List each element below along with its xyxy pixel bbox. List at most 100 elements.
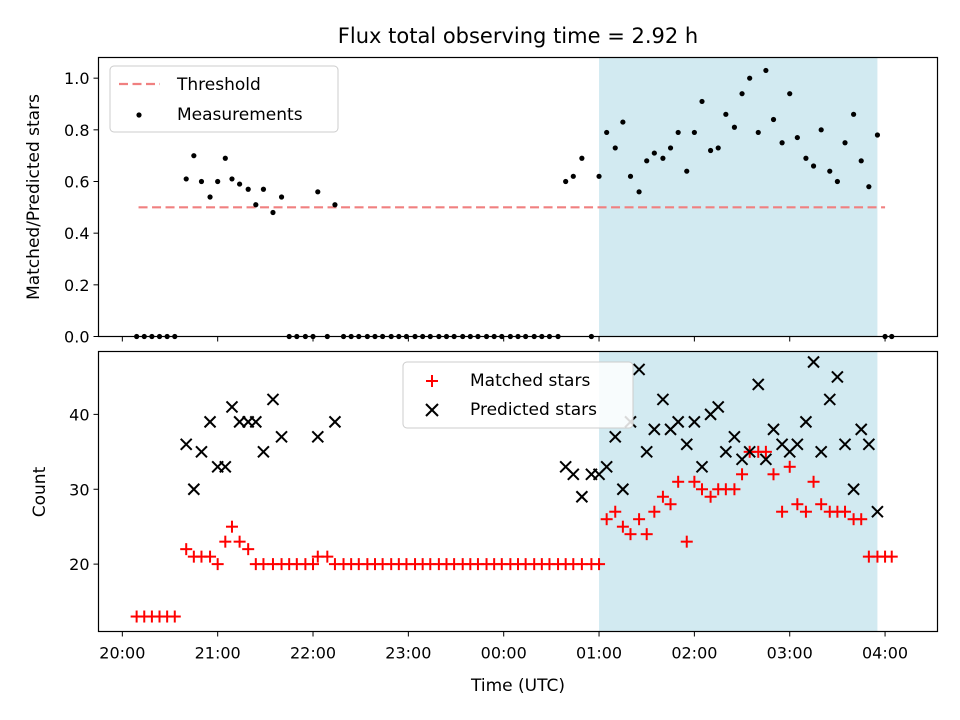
predicted-star-point bbox=[600, 460, 613, 474]
predicted-star-point bbox=[567, 468, 580, 481]
measurement-point bbox=[803, 155, 809, 161]
x-tick-label: 20:00 bbox=[99, 644, 145, 663]
predicted-star-point bbox=[712, 400, 725, 414]
predicted-star-point bbox=[671, 415, 685, 429]
matched-star-points bbox=[130, 445, 898, 623]
predicted-star-point bbox=[249, 415, 263, 429]
measurement-point bbox=[770, 116, 777, 123]
predicted-star-point bbox=[695, 460, 709, 474]
matched-star-point bbox=[807, 475, 820, 488]
measurement-point bbox=[747, 75, 753, 81]
ratio-y-ticks: 0.0 0.2 0.4 0.6 0.8 1.0 bbox=[64, 69, 99, 347]
ratio-panel: 0.0 0.2 0.4 0.6 0.8 1.0 Matched/Predicted sta… bbox=[24, 56, 939, 347]
measurement-point bbox=[684, 168, 690, 174]
measurement-point bbox=[675, 129, 681, 136]
ratio-y-tick-label: 0.2 bbox=[64, 276, 89, 295]
matched-star-point bbox=[736, 468, 749, 481]
measurement-point bbox=[827, 168, 833, 174]
matched-star-point bbox=[767, 468, 780, 481]
measurement-point bbox=[612, 145, 618, 151]
count-y-label: Count bbox=[30, 466, 50, 517]
x-tick-label: 04:00 bbox=[862, 644, 908, 663]
measurement-point bbox=[191, 153, 197, 159]
measurement-point bbox=[183, 176, 189, 182]
predicted-star-point bbox=[791, 438, 804, 451]
measurement-point bbox=[627, 173, 634, 179]
count-legend: Matched stars Predicted stars bbox=[402, 361, 634, 429]
predicted-star-point bbox=[752, 378, 765, 391]
matched-star-point bbox=[664, 498, 677, 511]
x-tick-label: 21:00 bbox=[195, 644, 241, 663]
predicted-star-point bbox=[680, 438, 693, 451]
measurement-point bbox=[660, 155, 666, 161]
measurement-point bbox=[851, 111, 857, 117]
measurement-point bbox=[636, 189, 642, 195]
measurement-point bbox=[763, 67, 769, 74]
measurement-point bbox=[570, 173, 576, 179]
measurement-point bbox=[596, 173, 602, 179]
legend-predicted-label: Predicted stars bbox=[470, 400, 597, 420]
predicted-star-point bbox=[616, 483, 630, 496]
predicted-star-point bbox=[871, 505, 884, 518]
ratio-y-label: Matched/Predicted stars bbox=[24, 94, 44, 300]
legend-measurements-swatch bbox=[136, 112, 142, 118]
predicted-star-point bbox=[328, 415, 342, 429]
measurement-point bbox=[715, 145, 721, 151]
measurement-point bbox=[691, 129, 697, 136]
matched-star-point bbox=[791, 498, 804, 511]
matched-star-point bbox=[680, 535, 693, 548]
predicted-star-point bbox=[823, 393, 836, 406]
measurement-point bbox=[866, 184, 872, 190]
matched-star-point bbox=[656, 490, 669, 503]
matched-star-point bbox=[799, 505, 812, 518]
measurement-point bbox=[787, 91, 793, 97]
measurement-point bbox=[739, 91, 745, 97]
predicted-star-point bbox=[807, 355, 820, 369]
matched-star-point bbox=[593, 558, 606, 571]
predicted-star-point bbox=[632, 363, 646, 376]
ratio-axes-frame bbox=[97, 56, 939, 338]
measurement-point bbox=[579, 155, 585, 161]
matched-star-point bbox=[180, 543, 193, 556]
matched-star-point bbox=[633, 513, 646, 526]
legend-threshold-label: Threshold bbox=[176, 75, 261, 95]
predicted-star-point bbox=[180, 438, 193, 451]
matched-star-point bbox=[776, 505, 789, 518]
predicted-star-point bbox=[656, 393, 670, 406]
predicted-star-point bbox=[847, 483, 860, 496]
predicted-star-point bbox=[311, 430, 324, 444]
matched-star-point bbox=[672, 475, 685, 488]
x-tick-label: 00:00 bbox=[481, 644, 527, 663]
x-tick-label: 23:00 bbox=[385, 644, 431, 663]
predicted-star-point bbox=[195, 445, 208, 459]
predicted-star-point bbox=[225, 400, 239, 414]
measurement-point bbox=[699, 98, 705, 105]
count-axes-frame bbox=[97, 350, 939, 633]
ratio-x-ticks bbox=[121, 336, 886, 342]
predicted-star-point bbox=[831, 370, 844, 384]
ratio-y-tick-label: 0.8 bbox=[64, 121, 89, 140]
matched-star-point bbox=[233, 535, 246, 548]
measurement-point bbox=[222, 155, 228, 161]
measurement-point bbox=[651, 150, 657, 156]
measurement-point bbox=[260, 186, 267, 192]
matched-star-point bbox=[704, 490, 717, 503]
predicted-star-point bbox=[862, 438, 876, 451]
measurement-point bbox=[858, 158, 864, 164]
matched-star-point bbox=[815, 498, 828, 511]
count-y-tick-label: 20 bbox=[69, 555, 89, 574]
measurement-point bbox=[834, 178, 840, 185]
measurement-point bbox=[779, 140, 785, 146]
matched-star-point bbox=[609, 505, 622, 518]
matched-star-point bbox=[839, 505, 852, 518]
predicted-star-point bbox=[743, 445, 756, 459]
matched-star-point bbox=[624, 528, 637, 541]
measurement-point bbox=[229, 176, 235, 182]
matched-star-point bbox=[885, 550, 898, 563]
measurement-point bbox=[620, 119, 626, 125]
predicted-star-point bbox=[814, 445, 828, 459]
measurement-point bbox=[563, 178, 569, 185]
predicted-star-point bbox=[688, 415, 701, 429]
count-y-tick-label: 30 bbox=[69, 480, 89, 499]
x-axis-label: Time (UTC) bbox=[470, 676, 565, 696]
